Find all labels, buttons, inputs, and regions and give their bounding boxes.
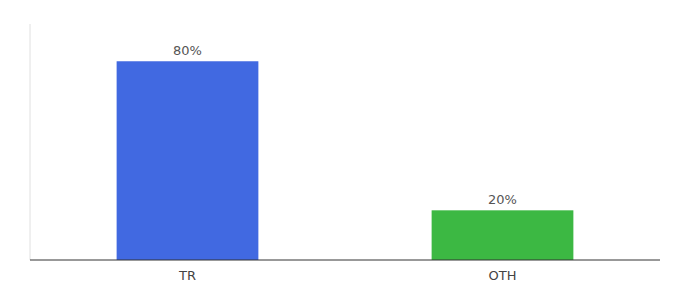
chart-svg: 80% 20% TR OTH — [0, 0, 680, 300]
bar — [117, 61, 259, 260]
chart-container: 80% 20% TR OTH — [0, 0, 680, 300]
y-range-line — [30, 24, 31, 260]
data-label: 80% — [173, 43, 202, 58]
x-tick-label: TR — [178, 268, 196, 283]
bar — [432, 210, 574, 260]
bars — [117, 61, 574, 260]
x-tick-label: OTH — [489, 268, 517, 283]
data-label: 20% — [488, 192, 517, 207]
x-axis-line — [30, 260, 660, 261]
